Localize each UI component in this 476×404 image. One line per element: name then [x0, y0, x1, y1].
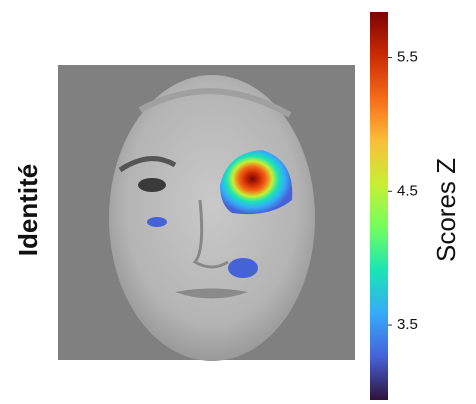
colorbar	[370, 12, 388, 400]
colorbar-tick-label: 5.5	[397, 48, 418, 65]
colorbar-tick-label: 4.5	[397, 182, 418, 199]
face-image	[58, 65, 355, 361]
colorbar-tick-label: 3.5	[397, 316, 418, 333]
colorbar-label: Scores Z	[431, 158, 461, 262]
figure: Identité Scores Z 3.5 4.5 5.5	[0, 0, 476, 404]
row-label: Identité	[13, 164, 43, 256]
